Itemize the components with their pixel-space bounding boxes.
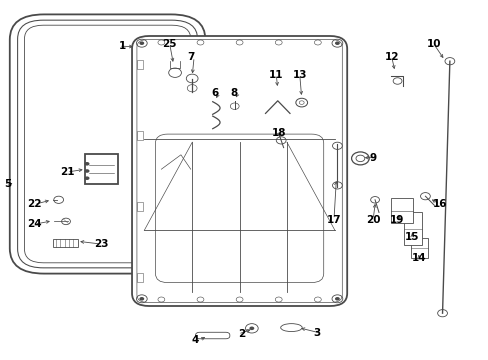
Text: 18: 18 (271, 128, 285, 138)
Circle shape (334, 297, 339, 301)
Bar (410, 238, 427, 258)
Bar (390, 198, 412, 223)
FancyBboxPatch shape (132, 36, 346, 306)
Text: 1: 1 (119, 41, 126, 51)
Text: 3: 3 (312, 328, 320, 338)
Text: 22: 22 (27, 199, 41, 210)
Text: 12: 12 (384, 52, 398, 62)
Text: 25: 25 (162, 39, 177, 49)
Circle shape (249, 327, 254, 330)
Text: 23: 23 (94, 239, 108, 249)
Text: 13: 13 (292, 70, 306, 80)
Circle shape (84, 169, 89, 173)
Bar (84, 154, 118, 184)
Text: 19: 19 (389, 215, 404, 225)
FancyBboxPatch shape (195, 332, 229, 339)
Text: 21: 21 (60, 167, 74, 177)
Text: 2: 2 (238, 329, 245, 339)
Text: 6: 6 (211, 88, 218, 98)
Circle shape (84, 162, 89, 166)
Bar (137, 273, 142, 282)
Bar (53, 239, 78, 247)
Bar (137, 131, 142, 140)
Text: 20: 20 (365, 215, 380, 225)
Text: 8: 8 (230, 88, 238, 98)
Text: 5: 5 (4, 179, 11, 189)
Text: 7: 7 (186, 52, 194, 62)
Ellipse shape (280, 324, 302, 332)
Circle shape (139, 41, 144, 45)
Text: 11: 11 (268, 70, 283, 80)
Text: 10: 10 (426, 39, 440, 49)
Text: 24: 24 (27, 219, 41, 229)
Circle shape (84, 176, 89, 180)
Text: 16: 16 (432, 199, 447, 210)
Bar (404, 212, 421, 245)
Text: 15: 15 (404, 232, 419, 242)
Bar (137, 202, 142, 211)
Text: 9: 9 (368, 153, 376, 163)
Circle shape (139, 297, 144, 301)
Circle shape (334, 41, 339, 45)
Text: 4: 4 (191, 335, 199, 345)
Text: 17: 17 (326, 215, 341, 225)
Text: 14: 14 (411, 253, 426, 264)
Bar (137, 60, 142, 69)
